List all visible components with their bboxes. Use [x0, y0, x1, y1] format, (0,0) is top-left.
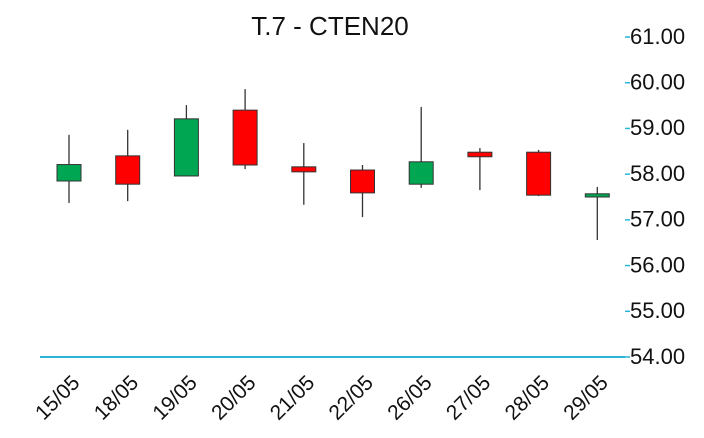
x-tick-label: 28/05 [501, 371, 554, 424]
y-tick-label: 57.00 [630, 207, 685, 232]
y-tick-label: 61.00 [630, 24, 685, 49]
candle-body [56, 164, 82, 182]
x-tick-label: 18/05 [90, 371, 143, 424]
candle-body [584, 193, 610, 198]
y-tick-label: 59.00 [630, 115, 685, 140]
candle-body [173, 118, 199, 177]
candle-body [467, 151, 493, 158]
x-tick-label: 29/05 [559, 371, 612, 424]
y-tick-label: 56.00 [630, 252, 685, 277]
candle-body [526, 151, 552, 196]
x-tick-label: 22/05 [325, 371, 378, 424]
x-tick-label: 27/05 [442, 371, 495, 424]
y-tick-label: 60.00 [630, 70, 685, 95]
y-tick-label: 58.00 [630, 161, 685, 186]
x-tick-label: 20/05 [207, 371, 260, 424]
candle-body [408, 161, 434, 185]
candle-body [232, 109, 258, 166]
x-tick-label: 19/05 [148, 371, 201, 424]
candle-body [350, 169, 375, 194]
x-tick-label: 26/05 [383, 371, 436, 424]
candle-body [115, 155, 141, 185]
y-tick-label: 54.00 [630, 344, 685, 369]
y-tick-label: 55.00 [630, 298, 685, 323]
x-tick-label: 21/05 [266, 371, 319, 424]
candle-body [291, 166, 317, 173]
x-tick-label: 15/05 [31, 371, 84, 424]
chart-title: T.7 - CTEN20 [251, 11, 409, 41]
